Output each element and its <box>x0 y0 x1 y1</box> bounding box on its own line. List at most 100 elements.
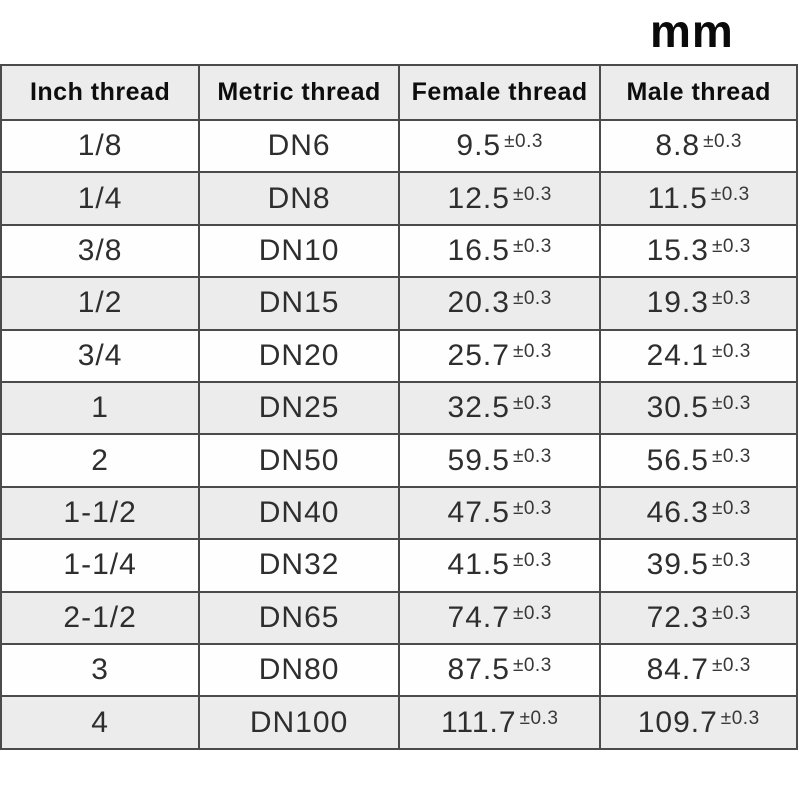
male-thread-value: 39.5 <box>646 548 709 582</box>
female-thread-tolerance: ±0.3 <box>512 498 552 520</box>
table-body: 1/8 DN6 9.5 ±0.3 8.8 ±0.3 1/4 DN8 12.5 ±0.3 11.5 ±0… <box>0 118 798 750</box>
female-thread-cell: 41.5 ±0.3 <box>397 538 602 593</box>
metric-thread-value: DN20 <box>258 338 340 372</box>
female-thread-cell: 74.7 ±0.3 <box>397 590 602 646</box>
table-row: 1-1/4 DN32 41.5 ±0.3 39.5 ±0.3 <box>0 538 798 593</box>
male-thread-tolerance: ±0.3 <box>710 183 750 205</box>
male-thread-value: 109.7 <box>637 705 718 739</box>
male-thread-cell: 39.5 ±0.3 <box>599 538 798 593</box>
female-thread-cell: 12.5 ±0.3 <box>397 171 602 226</box>
male-thread-value: 46.3 <box>646 496 709 530</box>
inch-thread-value: 3/8 <box>77 234 123 268</box>
male-thread-cell: 109.7 ±0.3 <box>599 695 798 750</box>
inch-thread-cell: 2 <box>0 433 201 488</box>
metric-thread-value: DN50 <box>258 443 340 477</box>
male-thread-value: 24.1 <box>646 338 709 372</box>
female-thread-tolerance: ±0.3 <box>512 655 552 677</box>
male-thread-value: 56.5 <box>646 443 709 477</box>
inch-thread-cell: 4 <box>0 695 201 750</box>
male-thread-value: 84.7 <box>646 653 709 687</box>
col-header-inch-thread: Inch thread <box>0 64 201 121</box>
inch-thread-cell: 1-1/2 <box>0 485 201 541</box>
metric-thread-value: DN10 <box>258 234 340 268</box>
male-thread-cell: 19.3 ±0.3 <box>599 276 798 331</box>
metric-thread-value: DN100 <box>249 705 349 739</box>
metric-thread-value: DN32 <box>258 548 340 582</box>
metric-thread-value: DN8 <box>267 181 331 215</box>
metric-thread-value: DN40 <box>258 496 340 530</box>
metric-thread-cell: DN65 <box>198 590 400 646</box>
thread-size-table: Inch thread Metric thread Female thread … <box>0 64 798 750</box>
metric-thread-cell: DN100 <box>198 695 400 750</box>
female-thread-tolerance: ±0.3 <box>512 550 552 572</box>
metric-thread-cell: DN20 <box>198 328 400 384</box>
female-thread-cell: 87.5 ±0.3 <box>397 643 602 698</box>
header-row: Inch thread Metric thread Female thread … <box>0 64 798 121</box>
metric-thread-cell: DN50 <box>198 433 400 488</box>
female-thread-tolerance: ±0.3 <box>504 131 543 153</box>
col-header-male-thread: Male thread <box>599 64 798 121</box>
inch-thread-value: 2-1/2 <box>63 600 137 634</box>
metric-thread-cell: DN8 <box>198 171 400 226</box>
male-thread-cell: 30.5 ±0.3 <box>599 381 798 436</box>
inch-thread-cell: 1/8 <box>0 118 201 174</box>
female-thread-value: 87.5 <box>447 653 510 687</box>
unit-label: mm <box>650 5 734 57</box>
female-thread-cell: 16.5 ±0.3 <box>397 223 602 279</box>
metric-thread-cell: DN40 <box>198 485 400 541</box>
female-thread-tolerance: ±0.3 <box>512 183 552 205</box>
inch-thread-cell: 2-1/2 <box>0 590 201 646</box>
male-thread-cell: 8.8 ±0.3 <box>599 118 798 174</box>
male-thread-tolerance: ±0.3 <box>711 288 751 310</box>
female-thread-value: 9.5 <box>456 129 502 163</box>
metric-thread-cell: DN10 <box>198 223 400 279</box>
female-thread-cell: 9.5 ±0.3 <box>397 118 602 174</box>
male-thread-tolerance: ±0.3 <box>711 340 751 362</box>
male-thread-cell: 56.5 ±0.3 <box>599 433 798 488</box>
table-row: 3/8 DN10 16.5 ±0.3 15.3 ±0.3 <box>0 223 798 279</box>
male-thread-cell: 84.7 ±0.3 <box>599 643 798 698</box>
inch-thread-value: 1/2 <box>77 286 123 320</box>
female-thread-tolerance: ±0.3 <box>512 236 552 258</box>
male-thread-tolerance: ±0.3 <box>711 393 751 415</box>
col-header-female-thread: Female thread <box>397 64 602 121</box>
metric-thread-cell: DN15 <box>198 276 400 331</box>
female-thread-tolerance: ±0.3 <box>519 707 559 729</box>
female-thread-value: 41.5 <box>447 548 510 582</box>
female-thread-cell: 32.5 ±0.3 <box>397 381 602 436</box>
male-thread-tolerance: ±0.3 <box>711 602 751 624</box>
male-thread-value: 72.3 <box>646 600 709 634</box>
inch-thread-value: 3/4 <box>77 338 123 372</box>
male-thread-tolerance: ±0.3 <box>720 707 760 729</box>
table-row: 3/4 DN20 25.7 ±0.3 24.1 ±0.3 <box>0 328 798 384</box>
metric-thread-cell: DN6 <box>198 118 400 174</box>
male-thread-value: 11.5 <box>647 181 708 215</box>
metric-thread-cell: DN25 <box>198 381 400 436</box>
metric-thread-value: DN6 <box>267 129 331 163</box>
female-thread-value: 16.5 <box>447 234 510 268</box>
male-thread-tolerance: ±0.3 <box>711 550 751 572</box>
inch-thread-cell: 1-1/4 <box>0 538 201 593</box>
female-thread-value: 32.5 <box>447 391 510 425</box>
metric-thread-value: DN25 <box>258 391 340 425</box>
male-thread-value: 30.5 <box>646 391 709 425</box>
metric-thread-value: DN80 <box>258 653 340 687</box>
male-thread-tolerance: ±0.3 <box>711 655 751 677</box>
inch-thread-value: 1/8 <box>77 129 123 163</box>
table-row: 1/4 DN8 12.5 ±0.3 11.5 ±0.3 <box>0 171 798 226</box>
female-thread-cell: 59.5 ±0.3 <box>397 433 602 488</box>
male-thread-value: 8.8 <box>655 129 701 163</box>
female-thread-tolerance: ±0.3 <box>512 445 552 467</box>
table-row: 4 DN100 111.7 ±0.3 109.7 ±0.3 <box>0 695 798 750</box>
female-thread-cell: 20.3 ±0.3 <box>397 276 602 331</box>
table-row: 3 DN80 87.5 ±0.3 84.7 ±0.3 <box>0 643 798 698</box>
female-thread-cell: 25.7 ±0.3 <box>397 328 602 384</box>
table-row: 2 DN50 59.5 ±0.3 56.5 ±0.3 <box>0 433 798 488</box>
female-thread-cell: 111.7 ±0.3 <box>397 695 602 750</box>
inch-thread-cell: 3 <box>0 643 201 698</box>
inch-thread-value: 1-1/4 <box>63 548 137 582</box>
female-thread-tolerance: ±0.3 <box>512 393 552 415</box>
table-row: 1/2 DN15 20.3 ±0.3 19.3 ±0.3 <box>0 276 798 331</box>
inch-thread-cell: 3/4 <box>0 328 201 384</box>
inch-thread-value: 4 <box>91 705 109 739</box>
